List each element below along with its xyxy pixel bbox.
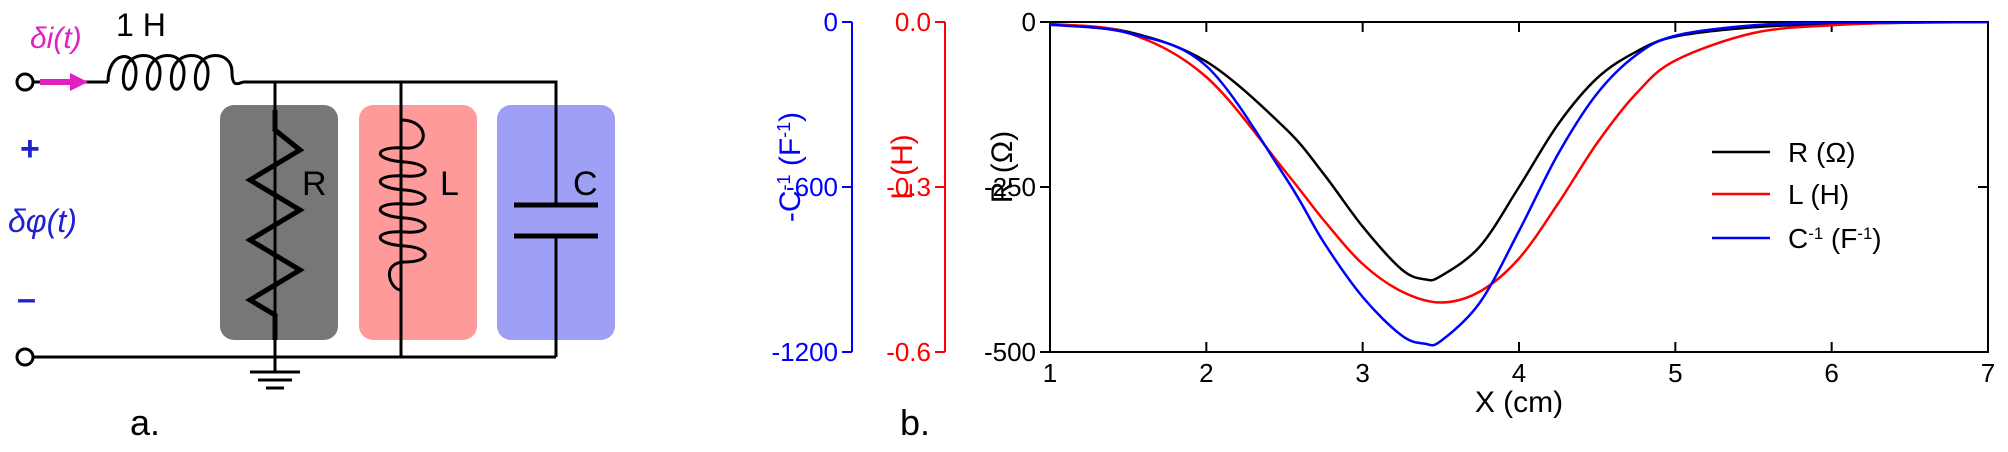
x-tick-label: 3 bbox=[1355, 358, 1369, 388]
panel-a-label: a. bbox=[130, 402, 160, 443]
series-inductor-label: 1 H bbox=[116, 7, 166, 43]
minus-sign: – bbox=[17, 280, 36, 318]
y-tick-label: -0.6 bbox=[886, 337, 931, 367]
series-inductor-coil bbox=[106, 54, 245, 91]
y-tick-label: -600 bbox=[786, 172, 838, 202]
circuit-diagram: δi(t) 1 H + δφ(t) – R L C a. bbox=[8, 7, 615, 443]
x-tick-label: 5 bbox=[1668, 358, 1682, 388]
y-tick-label: -250 bbox=[984, 172, 1036, 202]
y-tick-label: 0 bbox=[824, 7, 838, 37]
y-axis-label: R (Ω) bbox=[986, 131, 1019, 203]
x-tick-label: 6 bbox=[1824, 358, 1838, 388]
capacitor-box bbox=[497, 105, 615, 340]
series-line-1 bbox=[1050, 22, 1988, 304]
x-axis-label: X (cm) bbox=[1475, 386, 1563, 419]
y-axis-label: L (H) bbox=[886, 134, 919, 200]
y-tick-label: 0 bbox=[1022, 7, 1036, 37]
y-tick-label: -0.3 bbox=[886, 172, 931, 202]
series-line-2 bbox=[1050, 22, 1988, 347]
resistor-label: R bbox=[302, 165, 327, 203]
series-line-0 bbox=[1050, 22, 1988, 282]
y-axis-label: -C-1 (F-1) bbox=[774, 112, 807, 222]
top-terminal bbox=[15, 72, 35, 92]
x-tick-label: 2 bbox=[1199, 358, 1213, 388]
plus-sign: + bbox=[20, 130, 40, 168]
capacitor-label: C bbox=[573, 165, 598, 203]
x-tick-label: 7 bbox=[1981, 358, 1995, 388]
x-tick-label: 1 bbox=[1043, 358, 1057, 388]
current-arrow-icon bbox=[40, 73, 88, 91]
chart: 1 2 3 4 5 6 7 X (cm) 0 -250 -500 R (Ω) 0.0 -0.3 -0.6 L … bbox=[772, 7, 1996, 419]
bottom-terminal bbox=[15, 347, 35, 367]
voltage-label: δφ(t) bbox=[8, 203, 77, 239]
y-tick-label: -500 bbox=[984, 337, 1036, 367]
y-tick-label: 0.0 bbox=[895, 7, 931, 37]
legend-label: R (Ω) bbox=[1788, 137, 1856, 168]
inductor-label: L bbox=[440, 165, 459, 203]
resistor-zigzag bbox=[245, 110, 305, 340]
legend-label: C-1 (F-1) bbox=[1788, 223, 1882, 254]
panel-b-label: b. bbox=[900, 402, 930, 443]
inductor-coil bbox=[379, 118, 427, 292]
y-tick-label: -1200 bbox=[772, 337, 839, 367]
inductor-box bbox=[359, 105, 477, 340]
legend-label: L (H) bbox=[1788, 179, 1849, 210]
current-label: δi(t) bbox=[30, 22, 82, 55]
x-tick-label: 4 bbox=[1512, 358, 1526, 388]
ground-icon bbox=[250, 357, 300, 390]
